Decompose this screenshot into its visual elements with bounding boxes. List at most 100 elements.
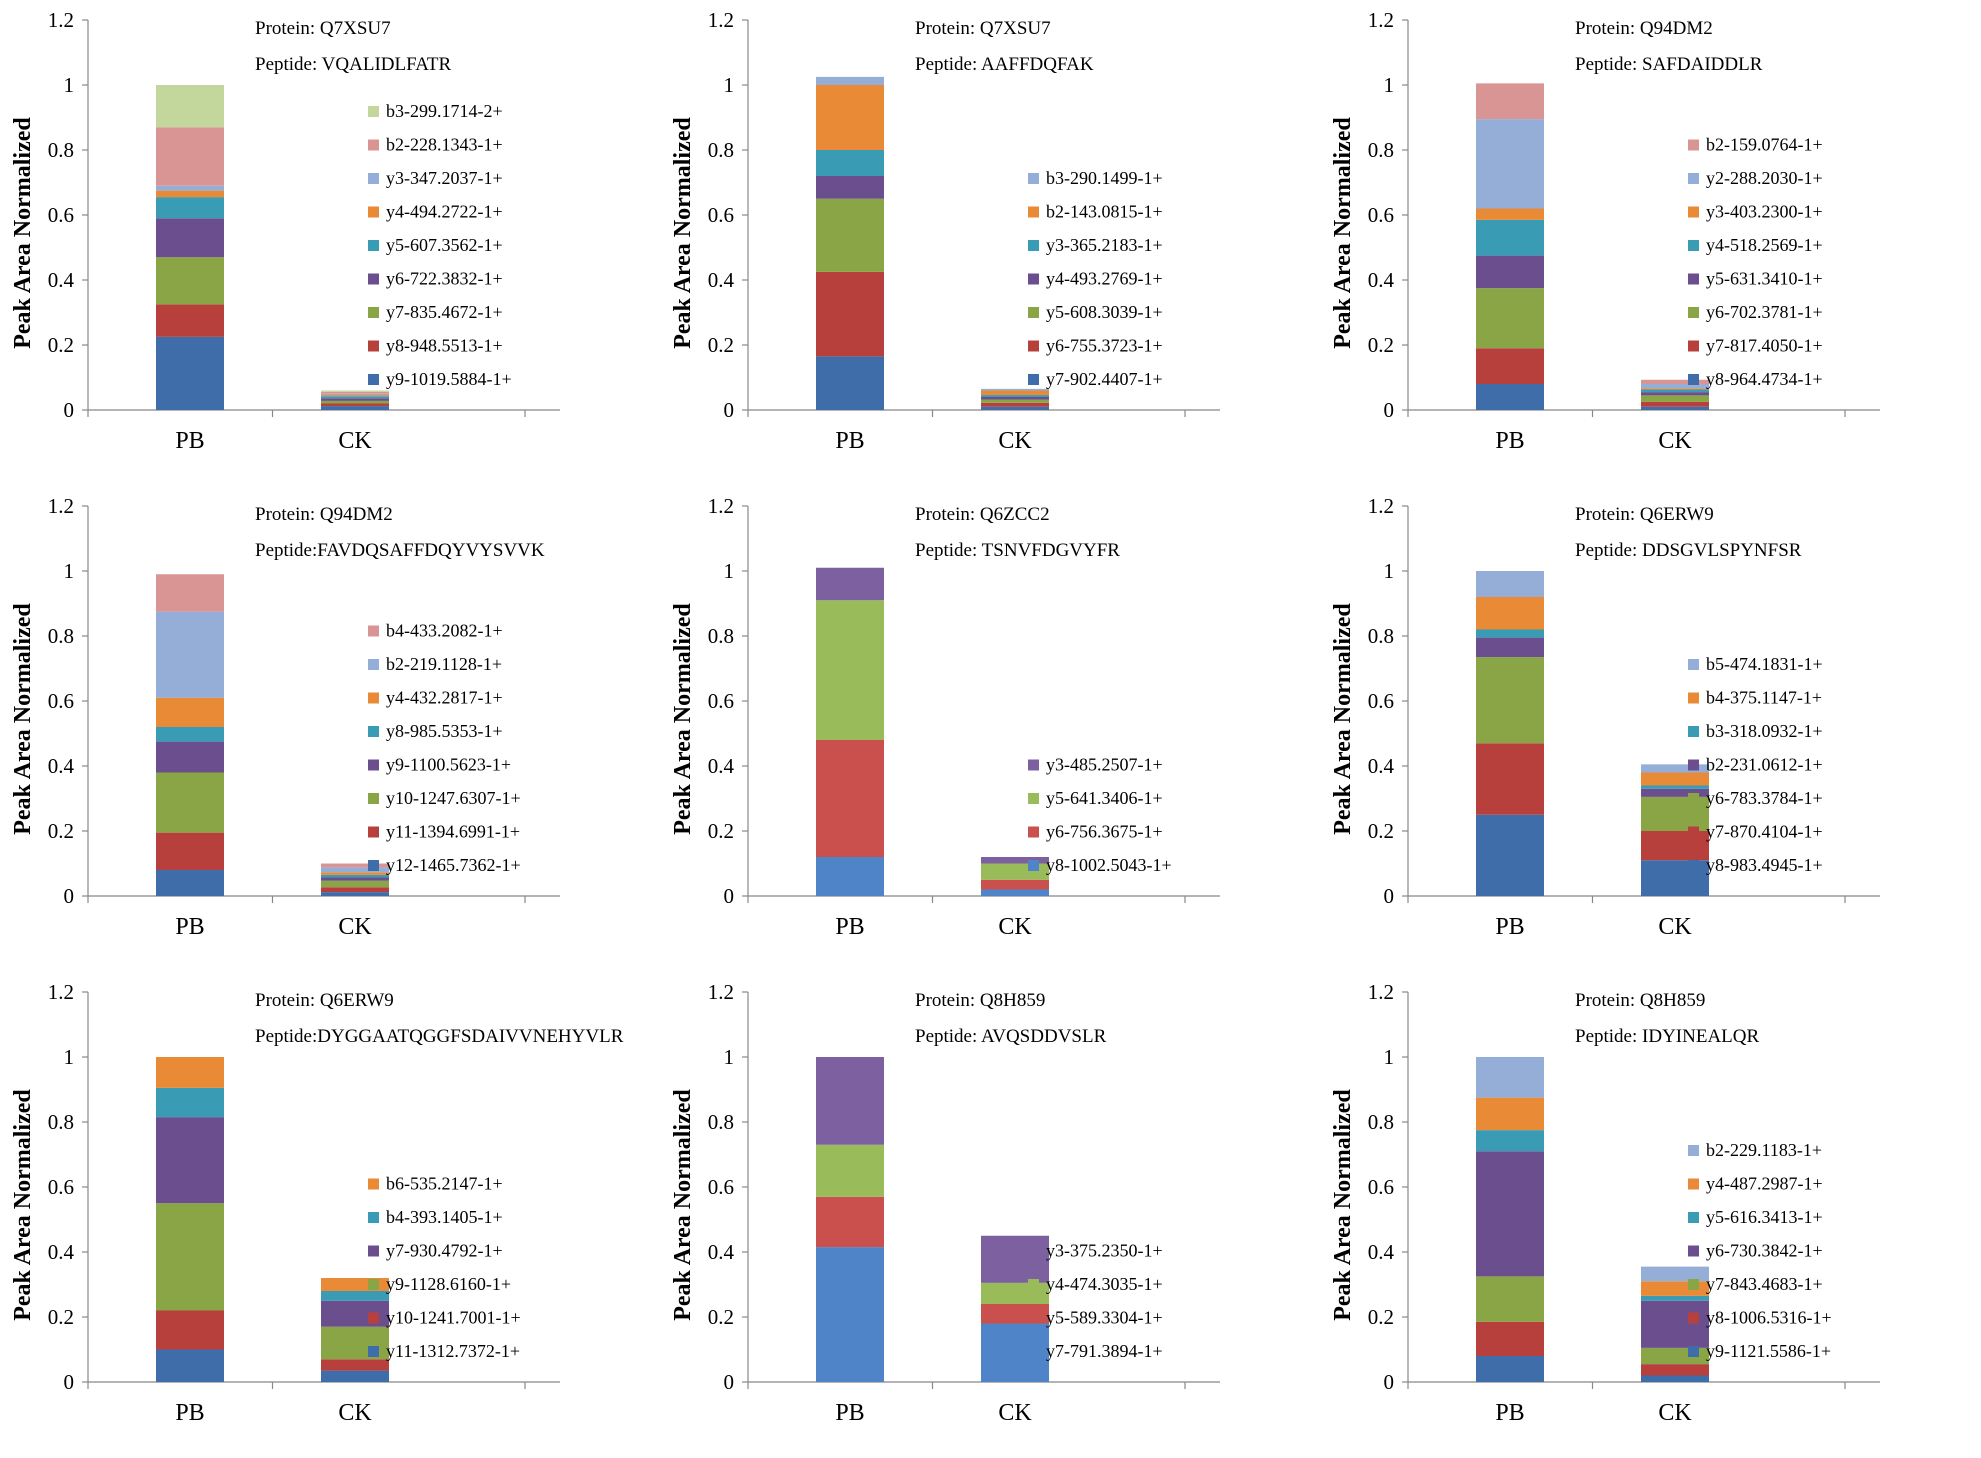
legend-label: b2-219.1128-1+ [386, 654, 502, 674]
bar-segment-pb [1476, 384, 1544, 410]
bar-segment-ck [981, 1235, 1049, 1283]
bar-segment-ck [321, 1291, 389, 1301]
legend-label: y6-722.3832-1+ [386, 269, 503, 289]
bar-segment-ck [321, 1359, 389, 1371]
bar-segment-ck [321, 867, 389, 873]
legend-swatch [1028, 374, 1039, 385]
bar-segment-pb [156, 127, 224, 186]
legend-swatch [368, 726, 379, 737]
legend-label: y8-983.4945-1+ [1706, 855, 1823, 875]
legend-label: y4-518.2569-1+ [1706, 235, 1823, 255]
bar-segment-pb [816, 600, 884, 740]
protein-label: Protein: Q6ERW9 [255, 990, 394, 1011]
bar-segment-pb [156, 1057, 224, 1088]
legend-label: y9-1128.6160-1+ [386, 1274, 511, 1294]
bar-segment-ck [1641, 384, 1709, 389]
x-category-label: CK [998, 1400, 1032, 1426]
bar-segment-pb [816, 1057, 884, 1145]
bar-segment-pb [1476, 1276, 1544, 1322]
y-tick-label: 0.8 [1368, 138, 1394, 162]
chart-svg: 0 0.2 0.4 0.6 0.8 1 1.2 Peak Area Normalized PB C… [10, 980, 624, 1426]
y-tick-label: 0.6 [48, 1175, 74, 1199]
legend-swatch [1688, 173, 1699, 184]
y-tick-label: 0 [1384, 1370, 1395, 1394]
chart-svg: 0 0.2 0.4 0.6 0.8 1 1.2 Peak Area Normalized PB C… [10, 494, 560, 940]
legend-label: b4-375.1147-1+ [1706, 688, 1822, 708]
legend-swatch [368, 273, 379, 285]
chart-svg: 0 0.2 0.4 0.6 0.8 1 1.2 Peak Area Normalized PB C… [670, 980, 1220, 1426]
bar-segment-ck [981, 889, 1049, 896]
bar-segment-ck [981, 397, 1049, 400]
legend-swatch [1028, 273, 1039, 285]
bar-segment-pb [1476, 1321, 1544, 1356]
legend-label: y3-375.2350-1+ [1046, 1241, 1163, 1261]
y-tick-label: 0.2 [1368, 1305, 1394, 1329]
bar-segment-ck [1641, 1375, 1709, 1382]
legend-swatch [1688, 1346, 1699, 1357]
x-category-label: PB [1495, 914, 1524, 940]
y-tick-label: 1 [1384, 73, 1395, 97]
y-axis-label: Peak Area Normalized [1330, 1089, 1356, 1321]
y-axis-label: Peak Area Normalized [10, 603, 36, 835]
legend-label: b3-299.1714-2+ [386, 101, 503, 121]
bar-segment-pb [156, 257, 224, 305]
bar-segment-pb [1476, 208, 1544, 220]
x-category-label: CK [998, 428, 1032, 454]
legend-label: y5-641.3406-1+ [1046, 788, 1163, 808]
y-tick-label: 0.6 [708, 203, 734, 227]
bar-segment-pb [1476, 348, 1544, 384]
y-tick-label: 0.8 [48, 138, 74, 162]
bar-segment-pb [1476, 1130, 1544, 1152]
legend-label: b2-228.1343-1+ [386, 135, 503, 155]
y-axis-label: Peak Area Normalized [670, 1089, 696, 1321]
y-tick-label: 0.6 [1368, 1175, 1394, 1199]
bar-segment-ck [981, 395, 1049, 397]
chart-svg: 0 0.2 0.4 0.6 0.8 1 1.2 Peak Area Normalized PB C… [10, 8, 560, 454]
y-tick-label: 0.6 [708, 689, 734, 713]
legend-swatch [1028, 1245, 1039, 1257]
bar-segment-ck [1641, 406, 1709, 410]
y-tick-label: 0 [724, 398, 735, 422]
bar-segment-ck [1641, 395, 1709, 402]
bar-segment-ck [981, 399, 1049, 403]
legend-swatch [368, 1312, 379, 1324]
legend-label: b2-159.0764-1+ [1706, 135, 1823, 155]
bar-segment-ck [321, 393, 389, 396]
y-axis-label: Peak Area Normalized [10, 117, 36, 349]
legend-label: y4-494.2722-1+ [386, 202, 503, 222]
legend-label: y7-791.3894-1+ [1046, 1341, 1163, 1361]
y-tick-label: 0.2 [708, 333, 734, 357]
legend-swatch [1688, 374, 1699, 385]
y-tick-label: 0.2 [1368, 819, 1394, 843]
legend-swatch [1688, 206, 1699, 218]
y-tick-label: 1 [724, 1045, 735, 1069]
y-tick-label: 0.6 [1368, 689, 1394, 713]
bar-segment-pb [1476, 1151, 1544, 1277]
x-category-label: CK [1658, 1400, 1692, 1426]
legend-swatch [1688, 273, 1699, 285]
y-tick-label: 0.8 [1368, 1110, 1394, 1134]
legend-label: y11-1312.7372-1+ [386, 1341, 520, 1361]
bar-segment-pb [816, 1196, 884, 1248]
legend-swatch [1688, 1312, 1699, 1324]
y-tick-label: 1 [724, 73, 735, 97]
legend-swatch [368, 793, 379, 804]
y-tick-label: 0.8 [48, 1110, 74, 1134]
peptide-label: Peptide: AVQSDDVSLR [915, 1026, 1107, 1047]
legend-label: y4-493.2769-1+ [1046, 269, 1163, 289]
legend-swatch [1028, 173, 1039, 184]
x-category-label: CK [338, 428, 372, 454]
legend-label: b2-143.0815-1+ [1046, 202, 1163, 222]
legend-swatch [1688, 759, 1699, 771]
bar-segment-pb [816, 1247, 884, 1382]
x-category-label: PB [1495, 1400, 1524, 1426]
bar-segment-ck [981, 879, 1049, 890]
y-tick-label: 0.6 [48, 203, 74, 227]
legend-swatch [368, 1279, 379, 1290]
x-category-label: PB [835, 1400, 864, 1426]
bar-segment-ck [321, 406, 389, 410]
legend-label: y2-288.2030-1+ [1706, 168, 1823, 188]
bar-segment-ck [321, 880, 389, 888]
y-tick-label: 0.8 [708, 624, 734, 648]
bar-segment-ck [1641, 389, 1709, 393]
